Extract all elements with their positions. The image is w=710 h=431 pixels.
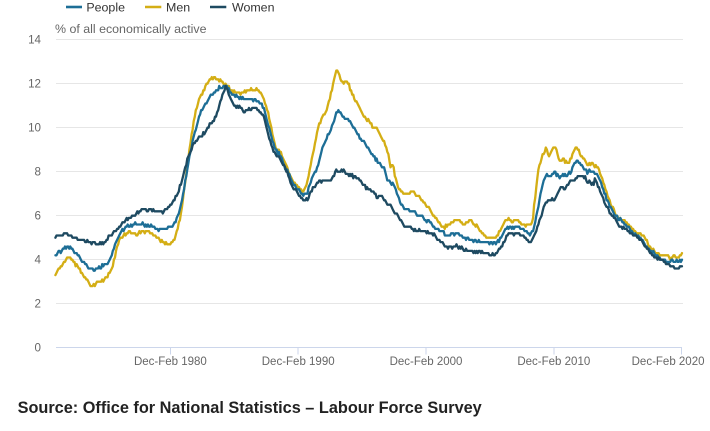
svg-text:Dec-Feb 2010: Dec-Feb 2010 (517, 356, 590, 368)
svg-text:% of all economically active: % of all economically active (55, 22, 207, 36)
svg-text:4: 4 (35, 254, 42, 267)
svg-text:Dec-Feb 1990: Dec-Feb 1990 (262, 356, 335, 368)
svg-text:2: 2 (35, 298, 41, 311)
svg-text:12: 12 (28, 78, 41, 91)
svg-text:Dec-Feb 2020: Dec-Feb 2020 (632, 356, 705, 368)
svg-text:People: People (86, 1, 125, 15)
svg-text:Women: Women (232, 1, 275, 15)
svg-text:8: 8 (35, 166, 41, 179)
svg-text:0: 0 (35, 342, 41, 355)
svg-text:Dec-Feb 2000: Dec-Feb 2000 (390, 356, 463, 368)
svg-text:10: 10 (28, 122, 41, 135)
svg-text:6: 6 (35, 210, 41, 223)
svg-text:14: 14 (28, 34, 41, 47)
svg-text:Source: Office for National St: Source: Office for National Statistics –… (18, 399, 482, 417)
svg-text:Dec-Feb 1980: Dec-Feb 1980 (134, 356, 207, 368)
svg-text:Men: Men (166, 1, 190, 15)
